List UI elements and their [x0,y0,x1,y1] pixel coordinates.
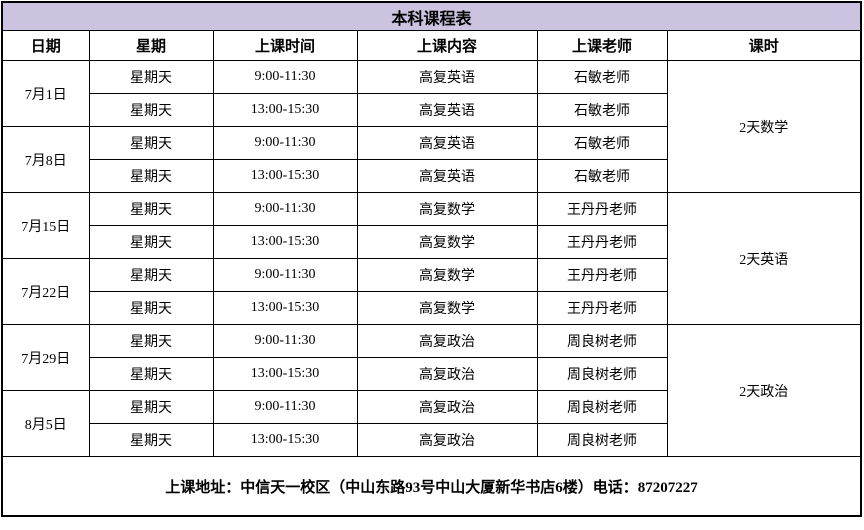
table-row: 星期天 13:00-15:30 高复数学 王丹丹老师 [2,291,861,325]
week-cell: 星期天 [88,126,214,160]
week-cell: 星期天 [88,423,214,457]
col-header-week: 星期 [88,30,214,61]
teacher-cell: 王丹丹老师 [536,258,668,292]
col-header-content: 上课内容 [356,30,538,61]
content-cell: 高复英语 [356,126,538,160]
teacher-cell: 周良树老师 [536,324,668,358]
table-row: 7月29日 星期天 9:00-11:30 高复政治 周良树老师 2天政治 [1,324,862,457]
col-header-lesson: 课时 [666,30,862,61]
footer-address: 上课地址：中信天一校区（中山东路93号中山大厦新华书店6楼）电话：8720722… [1,456,862,517]
table-header-row: 日期 星期 上课时间 上课内容 上课老师 课时 [1,30,862,61]
teacher-cell: 周良树老师 [536,390,668,424]
week-cell: 星期天 [88,192,214,226]
content-cell: 高复数学 [356,291,538,325]
content-cell: 高复数学 [356,192,538,226]
date-cell: 7月29日 [1,324,90,391]
table-row: 上课地址：中信天一校区（中山东路93号中山大厦新华书店6楼）电话：8720722… [1,456,862,517]
table-row: 7月22日 星期天 9:00-11:30 高复数学 王丹丹老师 [1,258,861,325]
teacher-cell: 石敏老师 [536,60,668,94]
page-title: 本科课程表 [1,1,862,31]
teacher-cell: 周良树老师 [536,357,668,391]
teacher-cell: 石敏老师 [536,126,668,160]
content-cell: 高复英语 [356,60,538,94]
teacher-cell: 王丹丹老师 [536,291,668,325]
week-cell: 星期天 [88,159,214,193]
teacher-cell: 王丹丹老师 [536,192,668,226]
time-cell: 9:00-11:30 [212,192,358,226]
week-cell: 星期天 [88,291,214,325]
table-row: 星期天 13:00-15:30 高复政治 周良树老师 [2,357,861,391]
time-cell: 9:00-11:30 [212,60,358,94]
time-cell: 13:00-15:30 [212,291,358,325]
time-cell: 9:00-11:30 [212,324,358,358]
content-cell: 高复数学 [356,225,538,259]
week-cell: 星期天 [88,324,214,358]
table-row: 星期天 13:00-15:30 高复数学 王丹丹老师 [2,225,861,259]
col-header-time: 上课时间 [212,30,358,61]
week-cell: 星期天 [88,390,214,424]
time-cell: 13:00-15:30 [212,159,358,193]
time-cell: 9:00-11:30 [212,258,358,292]
date-cell: 7月22日 [1,258,90,325]
table-row: 星期天 13:00-15:30 高复英语 石敏老师 [2,93,861,127]
content-cell: 高复数学 [356,258,538,292]
table-row: 7月1日 星期天 9:00-11:30 高复英语 石敏老师 2天数学 [1,60,862,193]
table-row: 本科课程表 [1,1,862,31]
week-cell: 星期天 [88,357,214,391]
content-cell: 高复政治 [356,423,538,457]
time-cell: 13:00-15:30 [212,225,358,259]
col-header-date: 日期 [1,30,90,61]
table-row: 7月15日 星期天 9:00-11:30 高复数学 王丹丹老师 2天英语 [1,192,862,325]
time-cell: 13:00-15:30 [212,423,358,457]
content-cell: 高复英语 [356,93,538,127]
week-cell: 星期天 [88,258,214,292]
date-cell: 8月5日 [1,390,90,457]
lesson-cell: 2天数学 [666,60,862,193]
table-row: 星期天 13:00-15:30 高复政治 周良树老师 [2,423,861,457]
week-cell: 星期天 [88,93,214,127]
content-cell: 高复政治 [356,357,538,391]
date-cell: 7月15日 [1,192,90,259]
content-cell: 高复政治 [356,390,538,424]
week-cell: 星期天 [88,60,214,94]
lesson-cell: 2天政治 [666,324,862,457]
table-row: 星期天 13:00-15:30 高复英语 石敏老师 [2,159,861,193]
col-header-teacher: 上课老师 [536,30,668,61]
course-schedule-table: 本科课程表 日期 星期 上课时间 上课内容 上课老师 课时 7月1日 星期天 9… [1,1,863,517]
content-cell: 高复政治 [356,324,538,358]
teacher-cell: 王丹丹老师 [536,225,668,259]
date-cell: 7月8日 [1,126,90,193]
table-row: 7月8日 星期天 9:00-11:30 高复英语 石敏老师 [1,126,861,193]
week-cell: 星期天 [88,225,214,259]
time-cell: 13:00-15:30 [212,93,358,127]
time-cell: 9:00-11:30 [212,126,358,160]
time-cell: 13:00-15:30 [212,357,358,391]
time-cell: 9:00-11:30 [212,390,358,424]
content-cell: 高复英语 [356,159,538,193]
lesson-cell: 2天英语 [666,192,862,325]
teacher-cell: 周良树老师 [536,423,668,457]
teacher-cell: 石敏老师 [536,159,668,193]
table-row: 8月5日 星期天 9:00-11:30 高复政治 周良树老师 [1,390,861,457]
teacher-cell: 石敏老师 [536,93,668,127]
date-cell: 7月1日 [1,60,90,127]
